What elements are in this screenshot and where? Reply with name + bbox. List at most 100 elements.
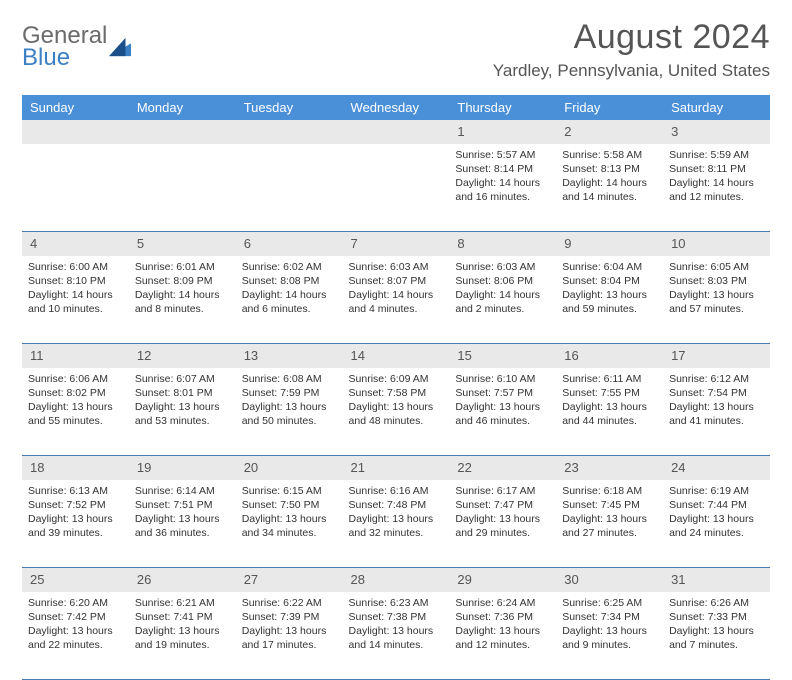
sunrise-text: Sunrise: 6:12 AM	[669, 372, 764, 386]
weekday-header: Friday	[556, 95, 663, 120]
day-number-cell: 31	[663, 568, 770, 592]
sunset-text: Sunset: 8:08 PM	[242, 274, 337, 288]
day-number-cell: 6	[236, 232, 343, 256]
day-detail-cell: Sunrise: 6:03 AMSunset: 8:07 PMDaylight:…	[343, 256, 450, 344]
day-number-cell: 7	[343, 232, 450, 256]
day-number-cell: 21	[343, 456, 450, 480]
day-number-cell: 26	[129, 568, 236, 592]
daylight-text: Daylight: 13 hours and 17 minutes.	[242, 624, 337, 652]
sunrise-text: Sunrise: 5:57 AM	[455, 148, 550, 162]
day-number-cell: 18	[22, 456, 129, 480]
day-detail-cell: Sunrise: 6:26 AMSunset: 7:33 PMDaylight:…	[663, 592, 770, 680]
sunset-text: Sunset: 8:09 PM	[135, 274, 230, 288]
day-number-cell: 5	[129, 232, 236, 256]
sunrise-text: Sunrise: 6:22 AM	[242, 596, 337, 610]
day-detail-cell: Sunrise: 6:01 AMSunset: 8:09 PMDaylight:…	[129, 256, 236, 344]
sunrise-text: Sunrise: 6:13 AM	[28, 484, 123, 498]
weekday-header: Thursday	[449, 95, 556, 120]
sunset-text: Sunset: 7:59 PM	[242, 386, 337, 400]
day-number-cell: 24	[663, 456, 770, 480]
sunset-text: Sunset: 8:14 PM	[455, 162, 550, 176]
day-number-cell: 20	[236, 456, 343, 480]
sunset-text: Sunset: 8:04 PM	[562, 274, 657, 288]
daylight-text: Daylight: 13 hours and 24 minutes.	[669, 512, 764, 540]
day-number-cell: 12	[129, 344, 236, 368]
day-detail-cell: Sunrise: 6:20 AMSunset: 7:42 PMDaylight:…	[22, 592, 129, 680]
daylight-text: Daylight: 13 hours and 12 minutes.	[455, 624, 550, 652]
sunrise-text: Sunrise: 6:26 AM	[669, 596, 764, 610]
day-detail-row: Sunrise: 5:57 AMSunset: 8:14 PMDaylight:…	[22, 144, 770, 232]
day-detail-cell: Sunrise: 6:06 AMSunset: 8:02 PMDaylight:…	[22, 368, 129, 456]
daylight-text: Daylight: 13 hours and 29 minutes.	[455, 512, 550, 540]
sunset-text: Sunset: 7:42 PM	[28, 610, 123, 624]
daylight-text: Daylight: 13 hours and 36 minutes.	[135, 512, 230, 540]
sunrise-text: Sunrise: 6:04 AM	[562, 260, 657, 274]
day-number-cell: 22	[449, 456, 556, 480]
day-detail-row: Sunrise: 6:00 AMSunset: 8:10 PMDaylight:…	[22, 256, 770, 344]
day-detail-row: Sunrise: 6:06 AMSunset: 8:02 PMDaylight:…	[22, 368, 770, 456]
sunrise-text: Sunrise: 6:09 AM	[349, 372, 444, 386]
day-detail-cell: Sunrise: 5:58 AMSunset: 8:13 PMDaylight:…	[556, 144, 663, 232]
day-number-cell	[22, 120, 129, 144]
day-detail-cell: Sunrise: 5:57 AMSunset: 8:14 PMDaylight:…	[449, 144, 556, 232]
day-number-cell: 17	[663, 344, 770, 368]
sunrise-text: Sunrise: 6:24 AM	[455, 596, 550, 610]
weekday-header: Sunday	[22, 95, 129, 120]
day-detail-cell: Sunrise: 6:15 AMSunset: 7:50 PMDaylight:…	[236, 480, 343, 568]
day-detail-cell: Sunrise: 6:10 AMSunset: 7:57 PMDaylight:…	[449, 368, 556, 456]
daylight-text: Daylight: 13 hours and 7 minutes.	[669, 624, 764, 652]
day-number-cell	[129, 120, 236, 144]
day-detail-cell	[343, 144, 450, 232]
sunset-text: Sunset: 7:33 PM	[669, 610, 764, 624]
daylight-text: Daylight: 13 hours and 39 minutes.	[28, 512, 123, 540]
daylight-text: Daylight: 13 hours and 32 minutes.	[349, 512, 444, 540]
daylight-text: Daylight: 13 hours and 48 minutes.	[349, 400, 444, 428]
sunrise-text: Sunrise: 6:23 AM	[349, 596, 444, 610]
day-detail-cell: Sunrise: 5:59 AMSunset: 8:11 PMDaylight:…	[663, 144, 770, 232]
day-detail-cell: Sunrise: 6:18 AMSunset: 7:45 PMDaylight:…	[556, 480, 663, 568]
sunset-text: Sunset: 7:58 PM	[349, 386, 444, 400]
day-detail-cell: Sunrise: 6:09 AMSunset: 7:58 PMDaylight:…	[343, 368, 450, 456]
day-number-cell: 4	[22, 232, 129, 256]
sunset-text: Sunset: 7:50 PM	[242, 498, 337, 512]
sunset-text: Sunset: 7:57 PM	[455, 386, 550, 400]
daylight-text: Daylight: 13 hours and 46 minutes.	[455, 400, 550, 428]
sunrise-text: Sunrise: 6:15 AM	[242, 484, 337, 498]
sunrise-text: Sunrise: 6:25 AM	[562, 596, 657, 610]
sunset-text: Sunset: 8:06 PM	[455, 274, 550, 288]
logo-mark-icon	[109, 37, 131, 57]
sunrise-text: Sunrise: 6:07 AM	[135, 372, 230, 386]
sunrise-text: Sunrise: 6:14 AM	[135, 484, 230, 498]
day-number-cell: 19	[129, 456, 236, 480]
sunset-text: Sunset: 8:07 PM	[349, 274, 444, 288]
day-detail-row: Sunrise: 6:13 AMSunset: 7:52 PMDaylight:…	[22, 480, 770, 568]
sunrise-text: Sunrise: 6:17 AM	[455, 484, 550, 498]
daylight-text: Daylight: 13 hours and 34 minutes.	[242, 512, 337, 540]
daylight-text: Daylight: 13 hours and 59 minutes.	[562, 288, 657, 316]
sunset-text: Sunset: 7:45 PM	[562, 498, 657, 512]
day-number-cell: 9	[556, 232, 663, 256]
day-detail-cell: Sunrise: 6:25 AMSunset: 7:34 PMDaylight:…	[556, 592, 663, 680]
sunrise-text: Sunrise: 6:03 AM	[455, 260, 550, 274]
daylight-text: Daylight: 14 hours and 4 minutes.	[349, 288, 444, 316]
sunset-text: Sunset: 8:01 PM	[135, 386, 230, 400]
sunset-text: Sunset: 8:13 PM	[562, 162, 657, 176]
sunrise-text: Sunrise: 6:02 AM	[242, 260, 337, 274]
day-detail-cell: Sunrise: 6:17 AMSunset: 7:47 PMDaylight:…	[449, 480, 556, 568]
sunset-text: Sunset: 7:34 PM	[562, 610, 657, 624]
sunrise-text: Sunrise: 5:59 AM	[669, 148, 764, 162]
day-number-row: 45678910	[22, 232, 770, 256]
sunset-text: Sunset: 8:03 PM	[669, 274, 764, 288]
month-title: August 2024	[493, 18, 770, 57]
sunset-text: Sunset: 7:36 PM	[455, 610, 550, 624]
daylight-text: Daylight: 14 hours and 8 minutes.	[135, 288, 230, 316]
day-detail-cell: Sunrise: 6:14 AMSunset: 7:51 PMDaylight:…	[129, 480, 236, 568]
title-block: August 2024 Yardley, Pennsylvania, Unite…	[493, 18, 770, 81]
day-detail-cell: Sunrise: 6:13 AMSunset: 7:52 PMDaylight:…	[22, 480, 129, 568]
weekday-header-row: Sunday Monday Tuesday Wednesday Thursday…	[22, 95, 770, 120]
daylight-text: Daylight: 13 hours and 41 minutes.	[669, 400, 764, 428]
daylight-text: Daylight: 13 hours and 14 minutes.	[349, 624, 444, 652]
sunset-text: Sunset: 7:54 PM	[669, 386, 764, 400]
sunset-text: Sunset: 8:02 PM	[28, 386, 123, 400]
sunset-text: Sunset: 8:10 PM	[28, 274, 123, 288]
